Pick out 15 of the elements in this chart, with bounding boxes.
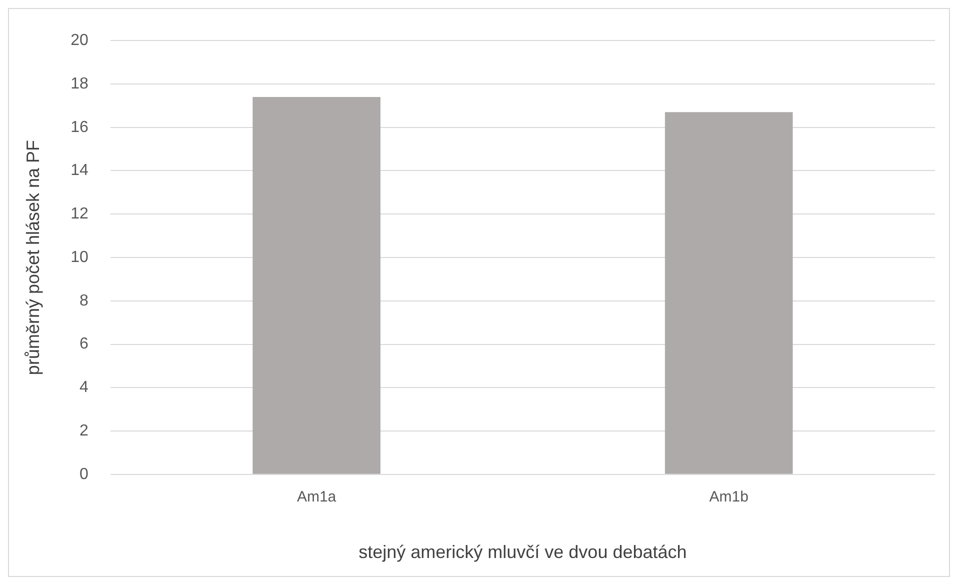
- y-tick-label: 8: [79, 292, 88, 310]
- x-tick-label: Am1b: [709, 488, 748, 506]
- y-tick-label: 6: [79, 336, 88, 353]
- y-tick-label: 2: [79, 422, 88, 440]
- y-tick-label: 18: [70, 75, 88, 92]
- y-tick-label: 14: [70, 162, 88, 180]
- x-tick-label: Am1a: [296, 488, 337, 506]
- y-axis-title: průměrný počet hlásek na PF: [22, 140, 43, 376]
- y-tick-label: 4: [79, 379, 88, 396]
- y-tick-label: 12: [70, 206, 88, 223]
- y-tick-label: 0: [79, 466, 88, 483]
- y-tick-label: 20: [70, 32, 88, 50]
- y-tick-label: 10: [70, 248, 88, 266]
- y-tick-label: 16: [70, 118, 88, 136]
- x-axis-title: stejný americký mluvčí ve dvou debatách: [358, 542, 687, 562]
